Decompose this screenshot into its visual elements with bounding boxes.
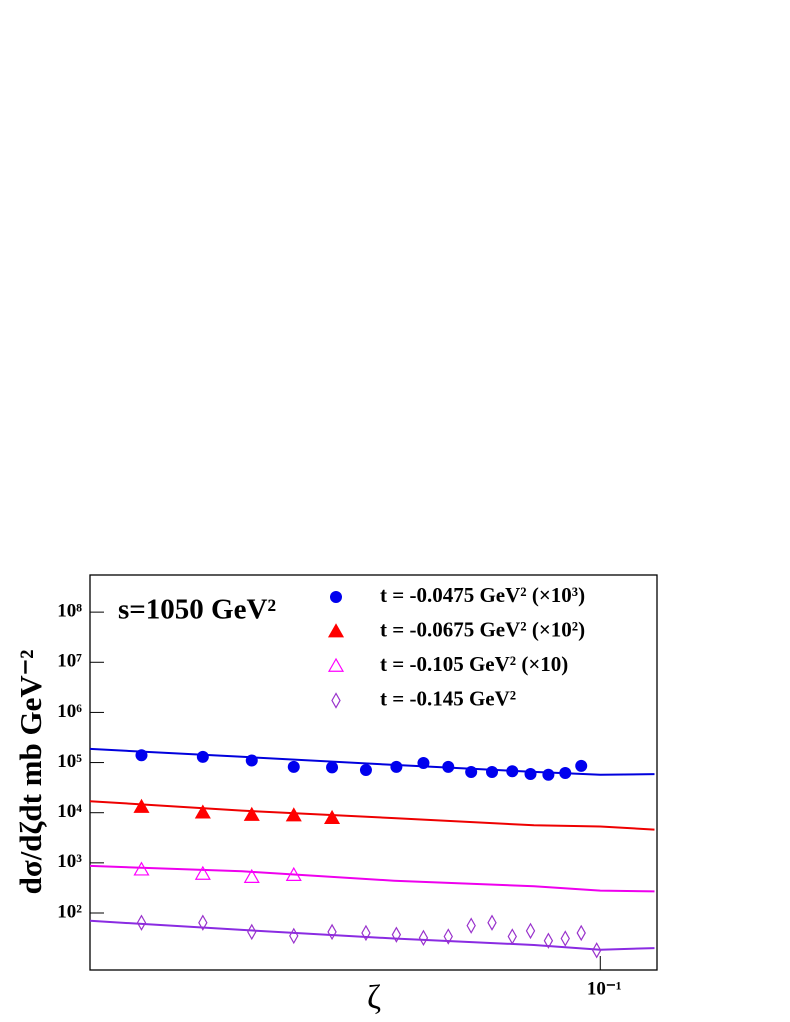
- marker: [576, 924, 586, 942]
- model-curve: [89, 747, 655, 776]
- marker: [575, 759, 588, 772]
- marker: [466, 917, 476, 934]
- legend-marker: [327, 623, 345, 638]
- marker: [391, 926, 402, 943]
- marker: [591, 942, 602, 959]
- marker: [361, 924, 371, 942]
- marker: [247, 923, 257, 941]
- marker: [359, 764, 372, 777]
- marker: [133, 798, 150, 813]
- y-tick-label: 10⁶: [57, 701, 82, 722]
- marker: [507, 928, 517, 945]
- y-tick-label: 10⁵: [57, 751, 82, 772]
- marker: [194, 865, 211, 880]
- model-curve: [89, 864, 655, 893]
- model-curve: [89, 800, 655, 831]
- marker: [194, 804, 211, 819]
- marker: [506, 765, 519, 778]
- marker: [243, 806, 260, 821]
- marker: [560, 930, 570, 947]
- marker: [390, 760, 403, 773]
- y-tick-label: 10⁸: [57, 600, 82, 621]
- marker: [198, 914, 208, 931]
- x-axis-label: ζ: [367, 979, 381, 1016]
- y-axis-label: dσ/dζdt mb GeV⁻²: [13, 650, 48, 895]
- annotation: s=1050 GeV²: [118, 594, 276, 626]
- marker: [324, 809, 341, 824]
- y-tick-label: 10²: [57, 901, 82, 922]
- legend-label: t = -0.105 GeV² (×10): [380, 652, 568, 676]
- legend-label: t = -0.145 GeV²: [380, 686, 516, 710]
- marker: [543, 932, 554, 949]
- marker: [443, 928, 453, 945]
- plot-frame: [89, 574, 658, 971]
- marker: [245, 754, 258, 767]
- marker: [486, 765, 499, 778]
- legend-label: t = -0.0675 GeV² (×10²): [380, 617, 585, 641]
- marker: [524, 768, 537, 781]
- legend-marker: [330, 591, 342, 603]
- marker: [285, 807, 302, 822]
- marker: [327, 923, 337, 941]
- marker: [135, 749, 148, 762]
- marker: [525, 922, 536, 940]
- model-curve: [89, 919, 655, 951]
- marker: [542, 768, 555, 781]
- marker: [487, 914, 497, 931]
- marker: [287, 760, 300, 773]
- marker: [418, 929, 429, 947]
- marker: [285, 866, 302, 881]
- marker: [133, 861, 150, 876]
- marker: [326, 761, 339, 774]
- legend-marker: [331, 692, 341, 709]
- marker: [442, 760, 455, 773]
- x-tick-label: 10⁻¹: [587, 978, 622, 999]
- legend-marker: [327, 657, 345, 672]
- y-tick-label: 10⁴: [57, 801, 82, 822]
- marker: [243, 868, 260, 883]
- y-tick-label: 10³: [57, 851, 82, 872]
- marker: [136, 914, 147, 931]
- legend-label: t = -0.0475 GeV² (×10³): [380, 583, 585, 607]
- y-tick-label: 10⁷: [57, 651, 82, 672]
- marker: [289, 927, 299, 945]
- marker: [465, 765, 478, 778]
- marker: [417, 757, 430, 770]
- marker: [559, 766, 572, 779]
- marker: [196, 750, 209, 763]
